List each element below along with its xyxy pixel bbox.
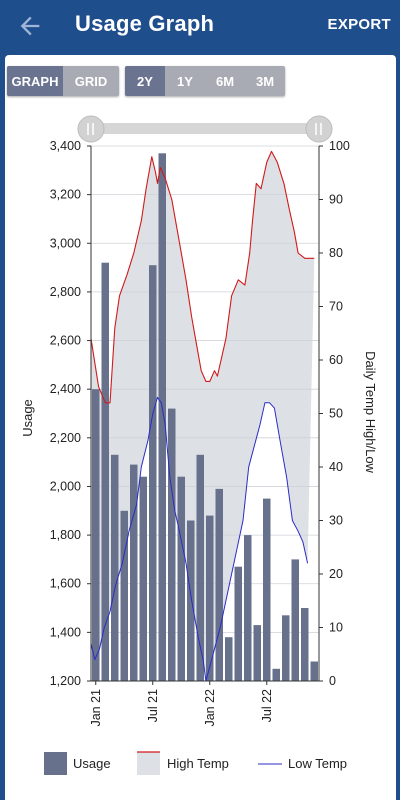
slider-track [90, 123, 319, 134]
usage-bar [158, 153, 166, 682]
y2-tick-label: 30 [329, 514, 343, 528]
y-tick-label: 3,200 [50, 188, 81, 202]
y2-tick-label: 0 [329, 674, 336, 688]
y2-tick-label: 50 [329, 407, 343, 421]
y-tick-label: 1,400 [50, 625, 81, 639]
range-1y-button[interactable]: 1Y [177, 73, 193, 89]
y2-tick-label: 80 [329, 246, 343, 260]
range-toggle: 2Y 1Y 6M 3M [125, 66, 285, 96]
grid-view-button[interactable]: GRID [74, 73, 108, 89]
graph-view-button[interactable]: GRAPH [7, 66, 63, 96]
y-tick-label: 3,400 [50, 139, 81, 153]
y-tick-label: 1,600 [50, 577, 81, 591]
usage-bar [253, 625, 261, 681]
usage-bar [234, 566, 242, 681]
y2-tick-label: 90 [329, 193, 343, 207]
legend-high-swatch [137, 752, 160, 775]
usage-bar [301, 608, 309, 681]
x-tick-label: Jul 21 [146, 689, 160, 722]
y-tick-label: 1,800 [50, 528, 81, 542]
usage-bar [92, 389, 100, 681]
range-slider[interactable] [77, 115, 333, 143]
app-bar: Usage Graph EXPORT [0, 0, 400, 52]
y-tick-label: 2,400 [50, 382, 81, 396]
range-6m-button[interactable]: 6M [215, 73, 235, 89]
legend-usage-label: Usage [73, 756, 111, 771]
y-axis-label: Usage [20, 399, 35, 437]
usage-bar [206, 515, 214, 681]
usage-bar [101, 262, 109, 681]
y-tick-label: 2,800 [50, 285, 81, 299]
y2-tick-label: 10 [329, 621, 343, 635]
usage-bar [130, 464, 138, 681]
y-tick-label: 2,000 [50, 479, 81, 493]
usage-bar [225, 637, 233, 681]
temperature-range-area [91, 151, 315, 681]
usage-bar [263, 498, 271, 681]
usage-bar [120, 510, 128, 681]
usage-bar [272, 668, 280, 681]
usage-bar [149, 265, 157, 681]
y2-axis-label: Daily Temp High/Low [363, 351, 378, 473]
usage-bar [177, 476, 185, 681]
export-button[interactable]: EXPORT [327, 16, 391, 33]
legend: Usage High Temp Low Temp [44, 751, 347, 775]
usage-bar [291, 559, 299, 681]
usage-bar [187, 520, 195, 681]
usage-bar [310, 661, 318, 681]
y-tick-label: 3,000 [50, 236, 81, 250]
y2-tick-label: 100 [329, 139, 350, 153]
x-tick-label: Jan 21 [89, 689, 103, 727]
slider-handle-left[interactable] [77, 115, 105, 143]
usage-bar [139, 476, 147, 681]
plot-area: 1,200 1,400 1,600 1,800 2,000 2,200 2,400 2,600… [50, 139, 350, 727]
x-tick-label: Jan 22 [203, 689, 217, 727]
high-temp-line [90, 150, 315, 404]
y2-tick-label: 40 [329, 460, 343, 474]
y-tick-label: 1,200 [50, 674, 81, 688]
y2-tick-label: 60 [329, 353, 343, 367]
page-title: Usage Graph [75, 11, 215, 36]
low-temp-line [90, 396, 309, 682]
usage-bar [282, 615, 290, 681]
legend-high-label: High Temp [167, 756, 229, 771]
usage-bar [168, 408, 176, 681]
range-2y-button[interactable]: 2Y [125, 66, 165, 96]
usage-bar [196, 454, 204, 681]
view-toggle: GRAPH GRID [7, 66, 119, 96]
usage-bar [215, 488, 223, 681]
y-tick-label: 2,200 [50, 431, 81, 445]
x-tick-label: Jul 22 [260, 689, 274, 722]
usage-bar [111, 454, 119, 681]
legend-usage-swatch [44, 752, 67, 775]
usage-bar [244, 535, 252, 681]
legend-low-label: Low Temp [288, 756, 347, 771]
y2-tick-label: 20 [329, 567, 343, 581]
y2-tick-label: 70 [329, 300, 343, 314]
y-tick-label: 2,600 [50, 334, 81, 348]
slider-handle-right[interactable] [305, 115, 333, 143]
range-3m-button[interactable]: 3M [255, 73, 275, 89]
arrow-left-icon[interactable] [16, 12, 44, 40]
